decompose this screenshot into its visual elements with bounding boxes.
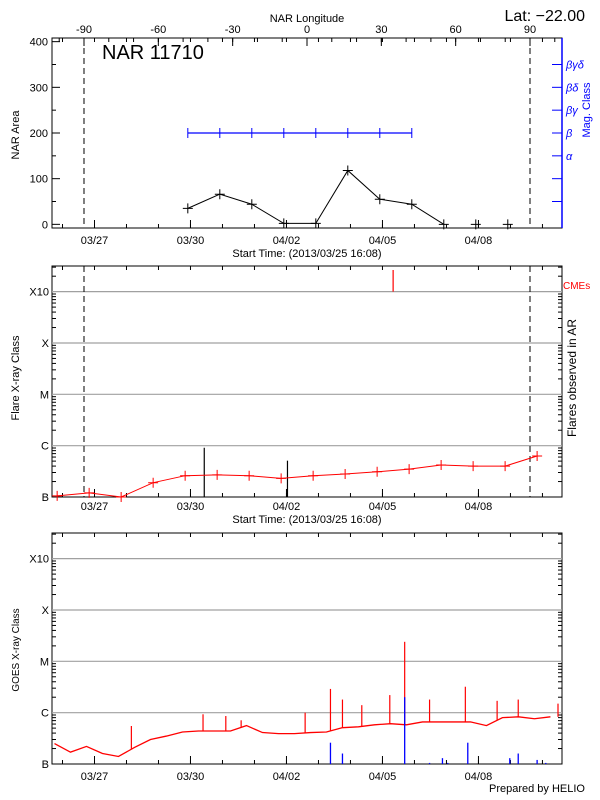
x-tick-label: 04/02 [273, 771, 301, 783]
area-point [214, 189, 225, 200]
panel2-y-axis-label: Flare X-ray Class [10, 335, 22, 420]
longitude-tick-label: 0 [304, 24, 310, 36]
x-tick-label: 04/08 [465, 771, 493, 783]
x-tick-label: 03/27 [81, 235, 109, 247]
x-tick-label: 04/02 [273, 501, 301, 513]
flare-class-point [372, 466, 383, 477]
cme-label: CMEs [563, 281, 590, 292]
x-tick-label: 03/30 [177, 501, 205, 513]
x-tick-label: 04/02 [273, 235, 301, 247]
flare-class-point [404, 464, 415, 475]
y-tick-label: 300 [30, 82, 48, 94]
area-point [246, 199, 257, 210]
panel2-right-axis-label: Flares observed in AR [565, 319, 579, 437]
area-point [374, 194, 385, 205]
footer-credit: Prepared by HELIO [489, 783, 585, 795]
x-tick-label: 03/27 [81, 501, 109, 513]
x-tick-label: 04/08 [465, 501, 493, 513]
flare-class-point [84, 487, 95, 498]
y-tick-label: B [42, 759, 49, 771]
panel1-x-axis-label: Start Time: (2013/03/25 16:08) [232, 248, 381, 260]
flare-class-point [308, 470, 319, 481]
flare-class-point [468, 461, 479, 472]
area-point [470, 219, 481, 230]
panel1-title: NAR 11710 [102, 42, 204, 64]
y-tick-label: X10 [29, 287, 49, 299]
goes-flux-line [54, 716, 551, 758]
y-tick-label: M [40, 389, 49, 401]
x-tick-label: 04/08 [465, 235, 493, 247]
flare-class-point [116, 492, 127, 502]
y-tick-label: M [40, 656, 49, 668]
flare-class-point [500, 461, 511, 472]
mag-class-tick-label: βδ [565, 82, 579, 94]
area-point [438, 219, 449, 230]
x-tick-label: 03/27 [81, 771, 109, 783]
latitude-label: Lat: −22.00 [504, 8, 585, 25]
flare-class-point [212, 469, 223, 480]
y-tick-label: X [42, 338, 50, 350]
panel1-y-axis-label: NAR Area [10, 110, 22, 160]
longitude-tick-label: -60 [150, 24, 166, 36]
mag-class-tick-label: βγδ [565, 59, 585, 71]
flare-class-point [148, 477, 159, 488]
flare-class-point [532, 450, 543, 461]
area-point [342, 165, 353, 176]
area-line [187, 169, 445, 225]
y-tick-label: 0 [42, 219, 48, 231]
area-point [182, 203, 193, 214]
area-point [278, 218, 289, 229]
mag-class-tick-label: α [566, 151, 573, 163]
panel1-right-axis-label: Mag. Class [581, 82, 593, 138]
flare-class-point [436, 460, 447, 471]
panel3-y-axis-label: GOES X-ray Class [11, 608, 22, 691]
area-point [502, 219, 513, 230]
longitude-tick-label: 30 [375, 24, 387, 36]
area-point [406, 199, 417, 210]
y-tick-label: C [41, 708, 49, 720]
area-point [310, 218, 321, 229]
y-tick-label: 200 [30, 128, 48, 140]
longitude-tick-label: -90 [76, 24, 92, 36]
x-tick-label: 03/30 [177, 235, 205, 247]
x-tick-label: 04/05 [369, 501, 397, 513]
y-tick-label: 400 [30, 37, 48, 49]
mag-class-tick-label: β [565, 128, 573, 140]
x-tick-label: 04/05 [369, 235, 397, 247]
mag-class-tick-label: βγ [565, 105, 579, 117]
longitude-tick-label: -30 [225, 24, 241, 36]
longitude-tick-label: 90 [524, 24, 536, 36]
panel3-frame [51, 532, 563, 765]
flare-class-point [180, 470, 191, 481]
panel1-top-axis-label: NAR Longitude [270, 13, 345, 25]
flare-class-point [244, 470, 255, 481]
y-tick-label: 100 [30, 174, 48, 186]
longitude-tick-label: 60 [450, 24, 462, 36]
y-tick-label: X [42, 605, 50, 617]
x-tick-label: 03/30 [177, 771, 205, 783]
flare-class-line [57, 455, 538, 498]
flare-class-point [340, 469, 351, 480]
y-tick-label: B [42, 492, 49, 504]
flare-class-point [276, 473, 287, 484]
y-tick-label: C [41, 441, 49, 453]
panel2-x-axis-label: Start Time: (2013/03/25 16:08) [232, 514, 381, 526]
x-tick-label: 04/05 [369, 771, 397, 783]
flare-class-point [52, 490, 63, 501]
y-tick-label: X10 [29, 554, 49, 566]
panel2-frame [51, 265, 563, 498]
